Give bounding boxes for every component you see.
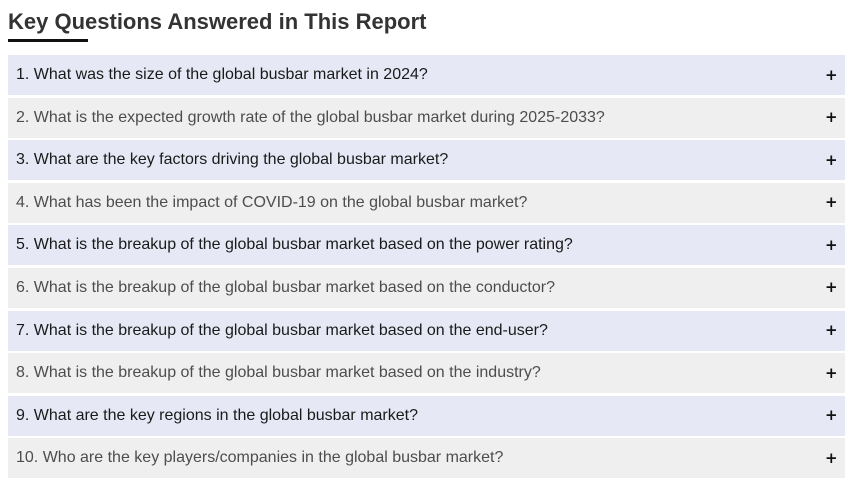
faq-question: 3. What are the key factors driving the … [16, 151, 449, 169]
faq-question: 9. What are the key regions in the globa… [16, 406, 418, 424]
faq-item-7[interactable]: 7. What is the breakup of the global bus… [8, 310, 845, 351]
faq-item-5[interactable]: 5. What is the breakup of the global bus… [8, 225, 845, 266]
faq-list: 1. What was the size of the global busba… [8, 55, 845, 481]
plus-icon[interactable]: + [825, 363, 838, 382]
faq-question: 4. What has been the impact of COVID-19 … [16, 193, 528, 211]
faq-item-1[interactable]: 1. What was the size of the global busba… [8, 55, 845, 95]
plus-icon[interactable]: + [825, 150, 838, 169]
section-heading-wrap: Key Questions Answered in This Report [8, 8, 426, 36]
faq-item-9[interactable]: 9. What are the key regions in the globa… [8, 395, 845, 436]
heading-underline [8, 39, 88, 42]
plus-icon[interactable]: + [825, 321, 838, 340]
faq-item-2[interactable]: 2. What is the expected growth rate of t… [8, 97, 845, 138]
faq-item-6[interactable]: 6. What is the breakup of the global bus… [8, 267, 845, 308]
faq-question: 1. What was the size of the global busba… [16, 66, 428, 83]
section-heading: Key Questions Answered in This Report [8, 9, 427, 34]
faq-question: 7. What is the breakup of the global bus… [16, 321, 548, 339]
plus-icon[interactable]: + [825, 108, 838, 127]
plus-icon[interactable]: + [825, 235, 838, 254]
faq-question: 2. What is the expected growth rate of t… [16, 108, 605, 126]
plus-icon[interactable]: + [825, 193, 838, 212]
plus-icon[interactable]: + [825, 406, 838, 425]
faq-item-4[interactable]: 4. What has been the impact of COVID-19 … [8, 182, 845, 223]
faq-question: 5. What is the breakup of the global bus… [16, 236, 573, 254]
plus-icon[interactable]: + [825, 65, 838, 84]
faq-question: 8. What is the breakup of the global bus… [16, 364, 541, 382]
faq-item-3[interactable]: 3. What are the key factors driving the … [8, 140, 845, 181]
faq-item-10[interactable]: 10. Who are the key players/companies in… [8, 438, 845, 479]
faq-item-8[interactable]: 8. What is the breakup of the global bus… [8, 353, 845, 394]
faq-question: 10. Who are the key players/companies in… [16, 449, 504, 467]
faq-question: 6. What is the breakup of the global bus… [16, 278, 555, 296]
plus-icon[interactable]: + [825, 278, 838, 297]
plus-icon[interactable]: + [825, 448, 838, 467]
